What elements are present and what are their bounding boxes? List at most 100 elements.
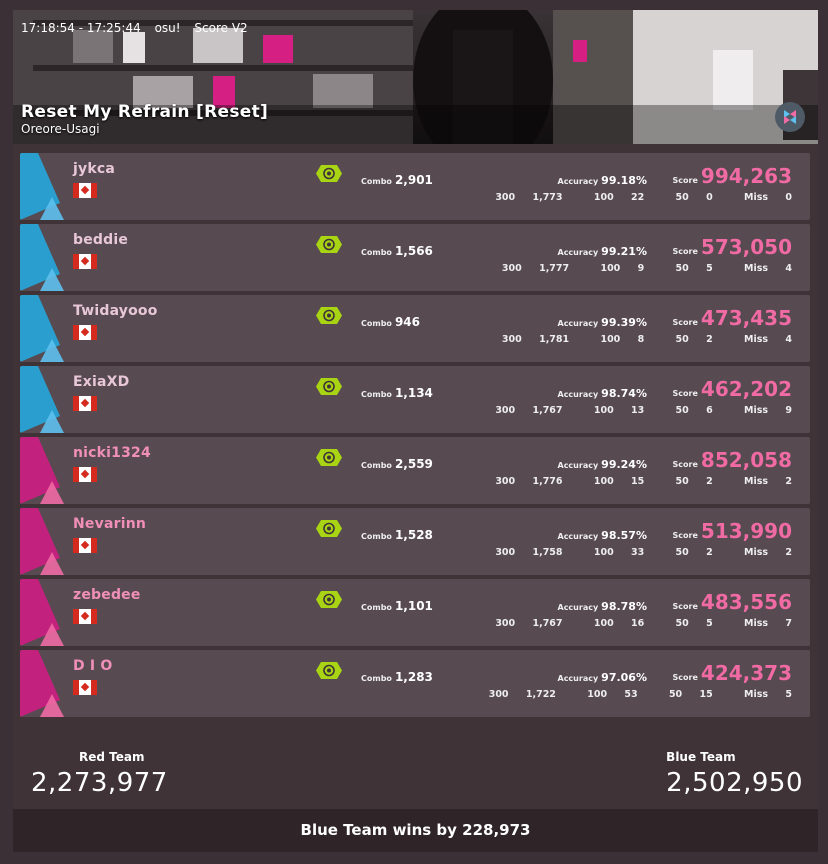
nofail-mod-icon: [316, 236, 342, 253]
red-team-label: Red Team: [79, 750, 145, 764]
canada-flag-icon: [73, 609, 97, 624]
count-100: 100 33: [593, 547, 645, 558]
match-meta: 17:18:54 - 17:25:44 osu! Score V2: [21, 21, 258, 35]
time-range: 17:18:54 - 17:25:44: [21, 21, 141, 35]
count-100: 100 13: [593, 405, 645, 416]
blue-team-score: 2,502,950: [666, 768, 803, 798]
player-row: jykca Combo 2,901 Accuracy 99.18% Score 994…: [20, 153, 810, 220]
accuracy-stat: Accuracy 99.21%: [557, 245, 648, 258]
nofail-mod-icon: [316, 307, 342, 324]
combo-stat: Combo 1,283: [361, 670, 433, 684]
hit-counts: 300 1,777 100 9 50 5 Miss 4: [474, 263, 792, 274]
count-300: 300 1,773: [495, 192, 563, 203]
count-miss: Miss 0: [744, 192, 792, 203]
nofail-mod-icon: [316, 165, 342, 182]
count-50: 50 6: [675, 405, 713, 416]
canada-flag-icon: [73, 325, 97, 340]
count-miss: Miss 2: [744, 547, 792, 558]
beatmap-banner: 17:18:54 - 17:25:44 osu! Score V2 Reset …: [13, 10, 818, 144]
team-stripe-icon: [20, 366, 64, 433]
count-50: 50 2: [675, 476, 713, 487]
combo-stat: Combo 1,528: [361, 528, 433, 542]
count-miss: Miss 4: [744, 334, 792, 345]
hit-counts: 300 1,758 100 33 50 2 Miss 2: [467, 547, 792, 558]
player-row: D I O Combo 1,283 Accuracy 97.06% Score 424…: [20, 650, 810, 717]
canada-flag-icon: [73, 254, 97, 269]
combo-stat: Combo 2,901: [361, 173, 433, 187]
accuracy-stat: Accuracy 98.57%: [557, 529, 648, 542]
nofail-mod-icon: [316, 591, 342, 608]
team-stripe-icon: [20, 224, 64, 291]
combo-stat: Combo 2,559: [361, 457, 433, 471]
team-stripe-icon: [20, 579, 64, 646]
accuracy-stat: Accuracy 99.39%: [557, 316, 648, 329]
score-stat: Score 852,058: [672, 448, 792, 472]
red-team-total: Red Team 2,273,977: [31, 750, 168, 798]
count-miss: Miss 9: [744, 405, 792, 416]
hit-counts: 300 1,767 100 13 50 6 Miss 9: [467, 405, 792, 416]
score-stat: Score 462,202: [672, 377, 792, 401]
player-row: nicki1324 Combo 2,559 Accuracy 99.24% Scor…: [20, 437, 810, 504]
team-stripe-icon: [20, 437, 64, 504]
combo-stat: Combo 1,101: [361, 599, 433, 613]
canada-flag-icon: [73, 396, 97, 411]
accuracy-stat: Accuracy 98.74%: [557, 387, 648, 400]
count-50: 50 0: [675, 192, 713, 203]
combo-stat: Combo 946: [361, 315, 420, 329]
blue-team-total: Blue Team 2,502,950: [666, 750, 803, 798]
count-100: 100 15: [593, 476, 645, 487]
count-50: 50 15: [668, 689, 713, 700]
count-miss: Miss 4: [744, 263, 792, 274]
tournament-logo-icon: [775, 102, 805, 132]
nofail-mod-icon: [316, 662, 342, 679]
count-300: 300 1,777: [501, 263, 570, 274]
player-name: beddie: [73, 232, 129, 248]
team-stripe-icon: [20, 650, 64, 717]
accuracy-stat: Accuracy 97.06%: [557, 671, 648, 684]
player-name: D I O: [73, 658, 113, 674]
player-row: ExiaXD Combo 1,134 Accuracy 98.74% Score 46…: [20, 366, 810, 433]
canada-flag-icon: [73, 680, 97, 695]
count-miss: Miss 7: [744, 618, 792, 629]
player-name: nicki1324: [73, 445, 151, 461]
player-list: jykca Combo 2,901 Accuracy 99.18% Score 994…: [20, 153, 810, 721]
hit-counts: 300 1,767 100 16 50 5 Miss 7: [467, 618, 792, 629]
combo-stat: Combo 1,566: [361, 244, 433, 258]
count-50: 50 2: [675, 547, 713, 558]
player-name: ExiaXD: [73, 374, 130, 390]
hit-counts: 300 1,781 100 8 50 2 Miss 4: [474, 334, 792, 345]
count-50: 50 5: [675, 618, 713, 629]
count-50: 50 2: [675, 334, 713, 345]
player-name: Nevarinn: [73, 516, 147, 532]
score-stat: Score 513,990: [672, 519, 792, 543]
player-name: zebedee: [73, 587, 141, 603]
count-100: 100 53: [587, 689, 638, 700]
player-row: zebedee Combo 1,101 Accuracy 98.78% Score 4…: [20, 579, 810, 646]
count-300: 300 1,722: [488, 689, 556, 700]
count-100: 100 16: [593, 618, 645, 629]
nofail-mod-icon: [316, 378, 342, 395]
player-name: Twidayooo: [73, 303, 158, 319]
beatmap-artist: Oreore-Usagi: [21, 122, 100, 136]
count-100: 100 22: [593, 192, 645, 203]
canada-flag-icon: [73, 467, 97, 482]
results-panel: 17:18:54 - 17:25:44 osu! Score V2 Reset …: [13, 10, 818, 852]
canada-flag-icon: [73, 183, 97, 198]
count-miss: Miss 5: [744, 689, 792, 700]
team-stripe-icon: [20, 508, 64, 575]
score-stat: Score 424,373: [672, 661, 792, 685]
match-result: Blue Team wins by 228,973: [13, 809, 818, 852]
hit-counts: 300 1,773 100 22 50 0 Miss 0: [467, 192, 792, 203]
combo-stat: Combo 1,134: [361, 386, 433, 400]
scoring-mode: Score V2: [194, 21, 248, 35]
player-row: Twidayooo Combo 946 Accuracy 99.39% Score 4…: [20, 295, 810, 362]
score-stat: Score 473,435: [672, 306, 792, 330]
accuracy-stat: Accuracy 98.78%: [557, 600, 648, 613]
count-300: 300 1,767: [495, 405, 563, 416]
nofail-mod-icon: [316, 449, 342, 466]
player-row: beddie Combo 1,566 Accuracy 99.21% Score 57…: [20, 224, 810, 291]
canada-flag-icon: [73, 538, 97, 553]
count-300: 300 1,781: [501, 334, 570, 345]
score-stat: Score 483,556: [672, 590, 792, 614]
banner-background: [13, 10, 818, 144]
